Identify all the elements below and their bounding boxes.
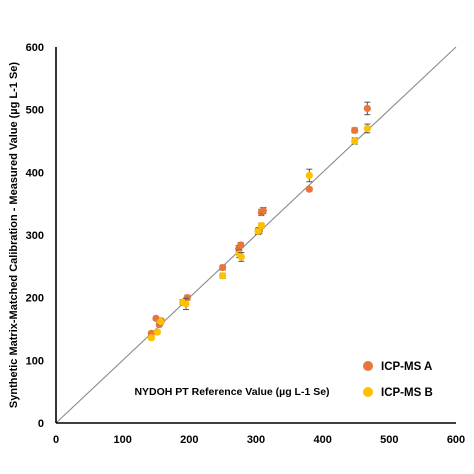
- data-point: [237, 253, 245, 261]
- data-point: [237, 241, 245, 249]
- legend: ICP-MS A ICP-MS B: [363, 361, 433, 399]
- data-point: [363, 124, 371, 133]
- y-tick-labels: 0 100 200 300 400 500 600: [26, 42, 44, 430]
- x-axis-label: NYDOH PT Reference Value (µg L-1 Se): [134, 386, 329, 398]
- x-tick-label: 600: [447, 434, 465, 446]
- y-tick-label: 0: [38, 418, 44, 430]
- data-point: [351, 126, 359, 134]
- data-point: [305, 171, 313, 180]
- data-point: [254, 227, 262, 235]
- x-tick-labels: 0 100 200 300 400 500 600: [53, 434, 465, 446]
- data-point: [363, 104, 371, 113]
- data-point: [257, 222, 265, 230]
- legend-item-icp-ms-b: ICP-MS B: [363, 387, 433, 399]
- data-point: [147, 334, 155, 342]
- data-point: [351, 137, 359, 145]
- data-point: [219, 263, 227, 272]
- data-point: [305, 185, 313, 193]
- y-tick-label: 100: [26, 355, 44, 367]
- legend-label-icp-ms-a: ICP-MS A: [381, 361, 432, 373]
- data-point: [259, 206, 267, 215]
- y-axis-label: Synthetic Matrix-Matched Calibration - M…: [8, 62, 20, 409]
- legend-marker-icp-ms-b: [363, 387, 373, 397]
- legend-label-icp-ms-b: ICP-MS B: [381, 387, 433, 399]
- x-tick-label: 300: [247, 434, 265, 446]
- identity-reference-line: [55, 46, 457, 424]
- x-tick-label: 500: [380, 434, 398, 446]
- data-points-layer: [147, 101, 371, 342]
- y-tick-label: 200: [26, 293, 44, 305]
- reference-line-layer: [55, 46, 457, 424]
- x-tick-label: 400: [313, 434, 331, 446]
- legend-marker-icp-ms-a: [363, 361, 373, 371]
- data-point: [153, 328, 161, 336]
- axes-layer: [55, 47, 456, 424]
- x-tick-label: 0: [53, 434, 59, 446]
- x-tick-label: 100: [113, 434, 131, 446]
- y-tick-label: 400: [26, 167, 44, 179]
- x-tick-label: 200: [180, 434, 198, 446]
- data-point: [219, 272, 227, 280]
- data-point: [157, 317, 165, 326]
- data-point: [182, 300, 190, 308]
- legend-item-icp-ms-a: ICP-MS A: [363, 361, 432, 373]
- y-tick-label: 600: [26, 42, 44, 54]
- series-icp-ms-b: [147, 123, 371, 342]
- y-tick-label: 500: [26, 105, 44, 117]
- y-tick-label: 300: [26, 230, 44, 242]
